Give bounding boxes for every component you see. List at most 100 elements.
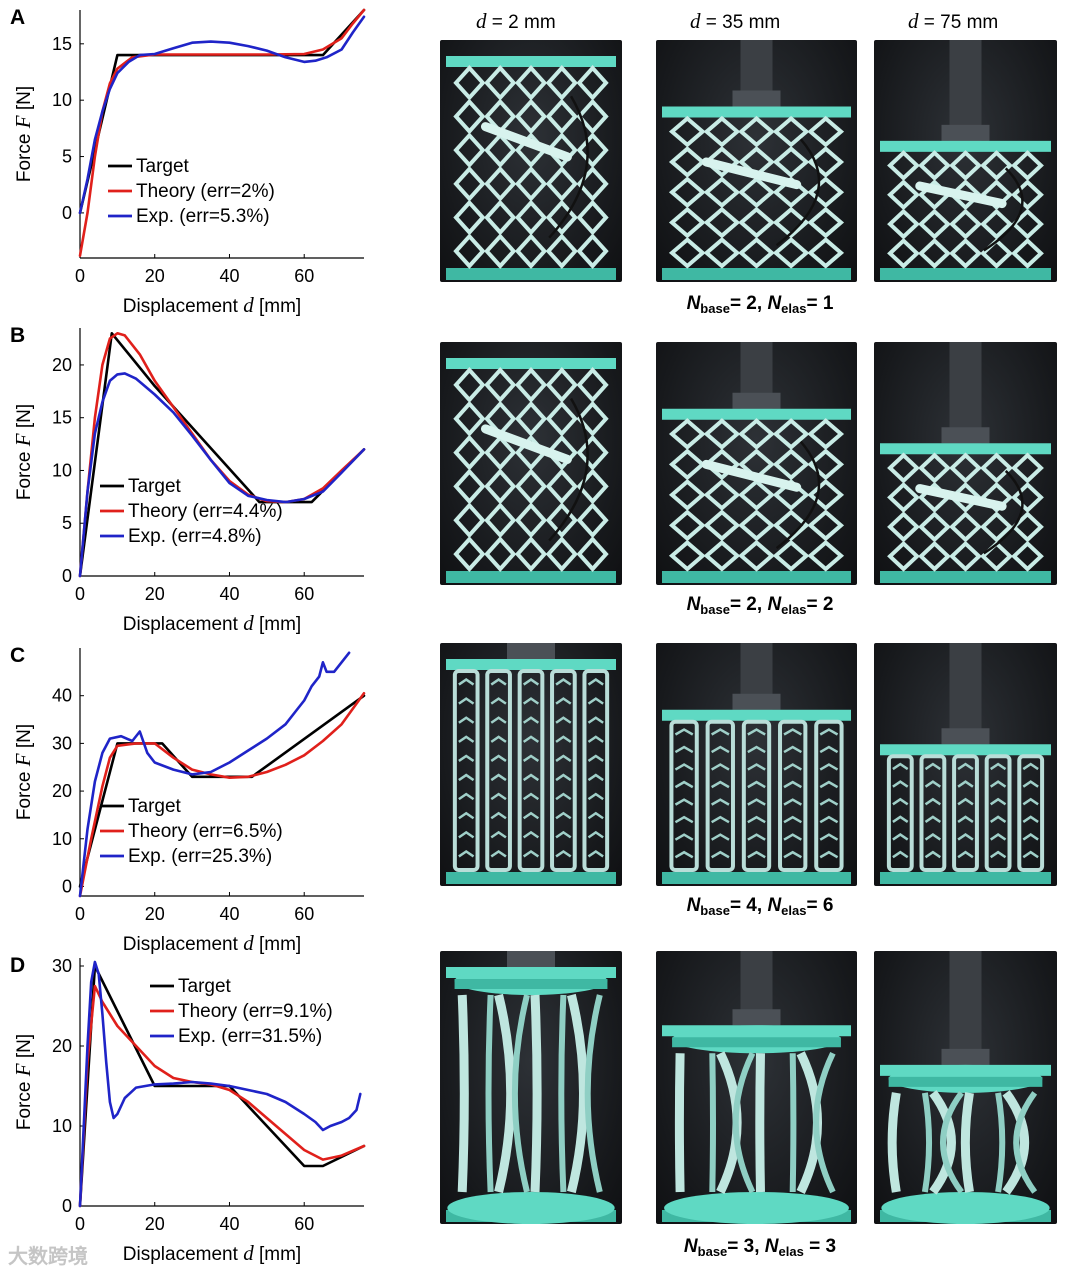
rod-clamp [507, 643, 555, 659]
x-tick-label: 0 [75, 266, 85, 286]
rod-clamp [732, 1009, 781, 1026]
rod-clamp [941, 427, 990, 444]
y-axis-label: Force F [N] [11, 724, 35, 820]
legend-entry: Theory (err=6.5%) [128, 821, 283, 842]
y-tick-label: 15 [52, 34, 72, 54]
y-tick-label: 0 [62, 876, 72, 896]
legend-entry: Exp. (err=25.3%) [128, 846, 272, 867]
series-line-exp [78, 15, 366, 215]
y-axis-label: Force F [N] [11, 404, 35, 500]
lattice [668, 115, 845, 269]
x-tick-label: 60 [294, 584, 314, 604]
specimen-photo-d-1 [440, 951, 622, 1224]
chart-panel-b: B 0 20 40 60 0 5 10 15 20 Displacement d [mm] Force… [10, 324, 366, 635]
specimen-photo-a-1 [440, 40, 622, 282]
legend-entry: Exp. (err=5.3%) [136, 206, 270, 227]
x-tick-label: 20 [145, 1214, 165, 1234]
x-tick-label: 40 [219, 904, 239, 924]
base-plate [880, 872, 1051, 884]
y-tick-label: 10 [52, 90, 72, 110]
caption-row-c: Nbase= 4, Nelas= 6 [686, 895, 834, 918]
base-plate [662, 872, 851, 884]
legend-entry: Exp. (err=4.8%) [128, 526, 262, 547]
specimen-photo-d-2 [656, 951, 857, 1224]
x-tick-label: 60 [294, 266, 314, 286]
panel-letter: A [10, 6, 25, 29]
specimen-photo-b-2 [656, 342, 857, 585]
x-axis-label: Displacement d [mm] [123, 931, 301, 955]
watermark: 大数跨境 [8, 1246, 88, 1268]
rod-clamp [732, 90, 781, 107]
x-tick-label: 20 [145, 904, 165, 924]
rod-clamp [732, 392, 781, 409]
base-plate [446, 571, 616, 583]
legend-entry: Theory (err=9.1%) [178, 1001, 333, 1022]
x-tick-label: 20 [145, 266, 165, 286]
caption-row-b: Nbase= 2, Nelas= 2 [686, 594, 834, 617]
x-tick-label: 0 [75, 584, 85, 604]
y-tick-label: 0 [62, 1196, 72, 1216]
y-tick-label: 5 [62, 513, 72, 533]
specimen-photo-a-3 [874, 40, 1057, 282]
lattice [669, 719, 844, 872]
y-tick-label: 20 [52, 1036, 72, 1056]
series-line-exp [78, 372, 366, 578]
top-plate [446, 56, 616, 67]
y-tick-label: 10 [52, 1116, 72, 1136]
base-plate [446, 872, 616, 884]
panel-letter: B [10, 324, 25, 347]
lattice [886, 754, 1045, 872]
y-tick-label: 0 [62, 203, 72, 223]
legend-entry: Theory (err=2%) [136, 181, 275, 202]
series-line-exp [78, 960, 362, 1208]
top-plate [446, 358, 616, 369]
caption-row-a: Nbase= 2, Nelas= 1 [686, 293, 834, 316]
x-tick-label: 60 [294, 1214, 314, 1234]
specimen-photo-b-1 [440, 342, 622, 585]
column-header-2: d = 35 mm [690, 9, 781, 33]
column-header-3: d = 75 mm [908, 9, 999, 33]
rod-clamp [507, 951, 555, 967]
y-tick-label: 0 [62, 566, 72, 586]
x-axis-label: Displacement d [mm] [123, 293, 301, 317]
rod-clamp [732, 693, 781, 710]
chart-panel-a: A 0 20 40 60 0 5 10 15 Displacement d [mm] Force F… [10, 6, 366, 317]
top-plate [880, 140, 1051, 152]
legend-entry: Target [136, 156, 190, 177]
base-plate [880, 268, 1051, 280]
x-axis-label: Displacement d [mm] [123, 611, 301, 635]
lattice [447, 967, 615, 1224]
y-axis-label: Force F [N] [11, 1034, 35, 1130]
y-axis-label: Force F [N] [11, 86, 35, 182]
specimen-photo-a-2 [656, 40, 857, 282]
lattice [453, 367, 609, 572]
y-tick-label: 15 [52, 408, 72, 428]
lattice [887, 150, 1044, 269]
y-tick-label: 10 [52, 460, 72, 480]
base-plate [662, 268, 851, 280]
series-line-exp [78, 651, 351, 898]
rod-clamp [941, 1048, 990, 1065]
specimen-photo-d-3 [874, 951, 1057, 1224]
specimen-photo-c-1 [440, 643, 622, 886]
x-tick-label: 40 [219, 584, 239, 604]
y-tick-label: 5 [62, 147, 72, 167]
chart-panel-c: C 0 20 40 60 0 10 20 30 40 Displacement d [mm] Forc… [10, 644, 366, 955]
rod-clamp [941, 124, 990, 141]
x-tick-label: 60 [294, 904, 314, 924]
chart-panel-d: D 0 20 40 60 0 10 20 30 Displacement d [mm] Force … [10, 954, 366, 1265]
x-tick-label: 0 [75, 1214, 85, 1234]
top-plate [446, 659, 616, 670]
specimen-photo-c-3 [874, 643, 1057, 886]
panel-letter: C [10, 644, 25, 667]
top-plate [662, 408, 851, 420]
panel-letter: D [10, 954, 25, 977]
x-tick-label: 20 [145, 584, 165, 604]
base-plate [880, 571, 1051, 583]
legend-entry: Exp. (err=31.5%) [178, 1026, 322, 1047]
y-tick-label: 30 [52, 733, 72, 753]
top-plate [880, 744, 1051, 756]
x-axis-label: Displacement d [mm] [123, 1241, 301, 1265]
specimen-photo-c-2 [656, 643, 857, 886]
base-plate [446, 268, 616, 280]
